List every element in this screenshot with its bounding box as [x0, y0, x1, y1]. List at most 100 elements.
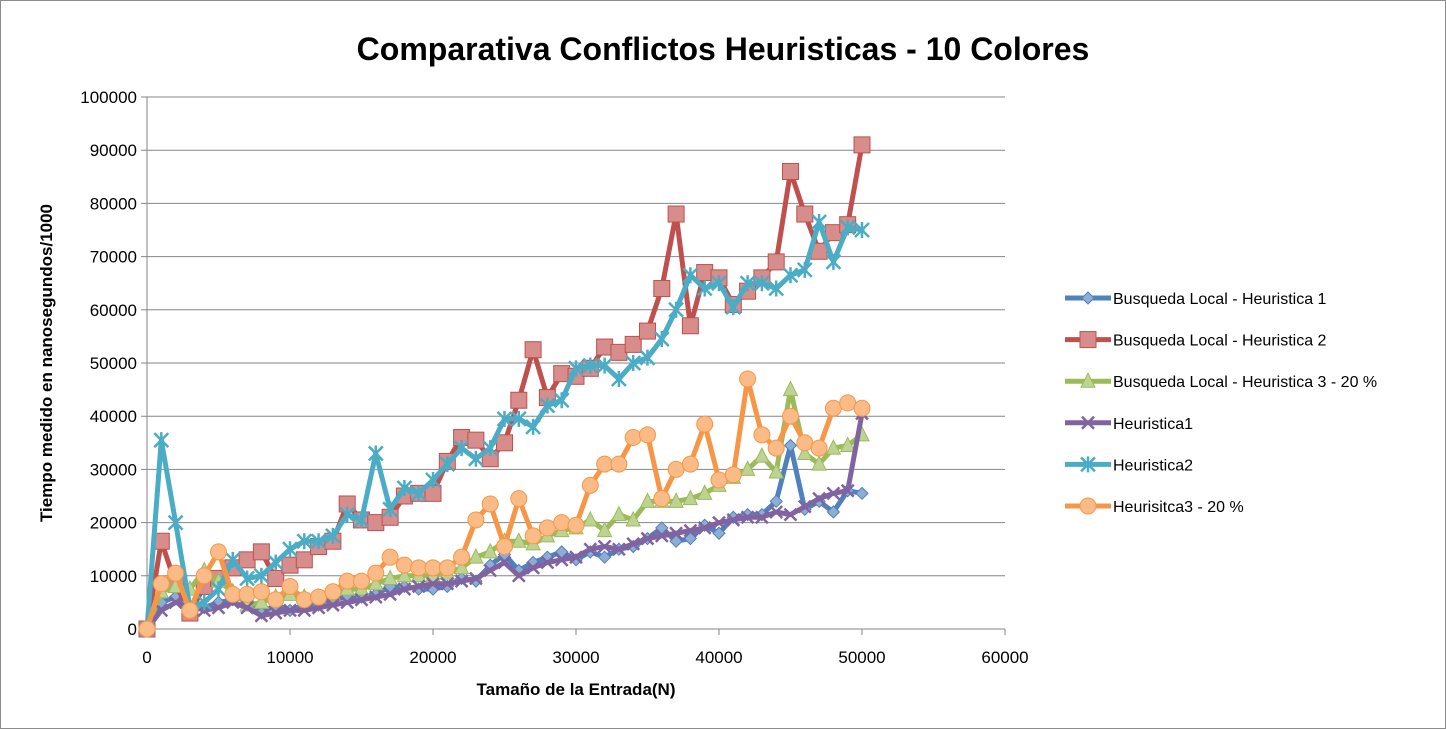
gridlines — [141, 96, 1005, 630]
data-point — [283, 603, 297, 618]
data-point — [438, 559, 456, 577]
data-point — [624, 335, 642, 353]
data-point — [568, 360, 584, 377]
data-point — [425, 472, 441, 489]
data-point — [224, 551, 241, 568]
data-point — [326, 598, 340, 612]
data-point — [840, 483, 855, 498]
legend-label: Heuristica2 — [1113, 457, 1193, 474]
data-point — [596, 455, 614, 473]
data-point — [554, 552, 569, 567]
data-point — [653, 331, 670, 348]
data-point — [611, 370, 627, 387]
data-point — [525, 418, 541, 435]
legend-item: Heuristica2 — [1065, 456, 1193, 474]
data-point — [796, 434, 814, 452]
data-point — [639, 322, 656, 340]
data-point — [1081, 415, 1095, 430]
legend-item: Busqueda Local - Heuristica 3 - 20 % — [1065, 372, 1377, 391]
data-point — [368, 590, 383, 604]
data-point — [824, 224, 842, 242]
data-point — [769, 505, 784, 519]
data-point — [526, 560, 540, 575]
data-point — [410, 485, 427, 502]
data-point — [539, 397, 556, 414]
data-point — [354, 592, 369, 607]
data-point — [726, 513, 741, 527]
data-point — [496, 434, 513, 452]
data-point — [782, 380, 799, 397]
data-point — [754, 446, 770, 463]
data-point — [839, 436, 856, 452]
data-point — [839, 394, 857, 412]
plot-series — [138, 136, 871, 638]
data-point — [496, 410, 513, 427]
data-point — [253, 567, 270, 584]
data-point — [667, 460, 685, 478]
data-point — [696, 484, 713, 500]
data-point — [440, 576, 455, 591]
data-point — [268, 606, 283, 620]
data-point — [654, 529, 669, 543]
data-point — [597, 550, 612, 564]
data-point — [496, 538, 513, 556]
series-4 — [140, 406, 869, 636]
data-point — [510, 391, 528, 409]
data-point — [596, 521, 613, 538]
data-point — [210, 543, 227, 561]
data-point — [825, 439, 842, 455]
data-point — [154, 603, 169, 618]
y-tick-label: 70000 — [90, 248, 137, 267]
data-point — [210, 581, 227, 598]
data-point — [624, 428, 642, 446]
data-point — [267, 591, 285, 609]
data-point — [796, 261, 813, 278]
data-point — [581, 476, 599, 494]
legend-item: Heurisitca3 - 20 % — [1065, 497, 1244, 516]
data-point — [712, 515, 726, 530]
data-point — [796, 444, 813, 460]
data-point — [612, 542, 626, 557]
data-point — [596, 357, 613, 374]
data-point — [469, 571, 483, 586]
data-point — [482, 542, 499, 559]
data-point — [426, 576, 440, 591]
data-point — [483, 563, 498, 578]
data-point — [596, 338, 614, 356]
data-point — [153, 432, 170, 449]
data-point — [295, 551, 313, 569]
data-point — [453, 440, 470, 457]
y-tick-label: 30000 — [90, 460, 137, 479]
data-point — [195, 567, 213, 585]
data-point — [639, 426, 656, 444]
data-point — [739, 370, 757, 388]
data-point — [682, 267, 699, 284]
data-point — [681, 455, 699, 473]
data-point — [639, 492, 656, 508]
data-point — [753, 426, 771, 444]
data-point — [1079, 331, 1097, 349]
data-point — [625, 355, 642, 371]
x-axis-title: Tamaño de la Entrada(N) — [477, 680, 676, 699]
data-point — [669, 534, 683, 548]
data-point — [826, 505, 841, 519]
data-point — [338, 572, 356, 590]
data-point — [167, 514, 184, 531]
data-point — [610, 455, 628, 473]
data-point — [267, 569, 285, 587]
data-point — [625, 510, 642, 527]
data-point — [683, 531, 698, 546]
legend: Busqueda Local - Heuristica 1 Busqueda Lo… — [1065, 291, 1377, 516]
data-point — [453, 558, 470, 575]
data-point — [810, 439, 828, 457]
data-point — [310, 533, 327, 550]
data-point — [397, 582, 412, 596]
legend-label: Busqueda Local - Heuristica 3 - 20 % — [1113, 374, 1377, 391]
data-point — [582, 510, 599, 527]
data-point — [626, 536, 641, 551]
legend-label: Heurisitca3 - 20 % — [1113, 499, 1244, 516]
data-point — [510, 532, 527, 548]
data-point — [395, 556, 413, 574]
data-point — [782, 407, 799, 425]
